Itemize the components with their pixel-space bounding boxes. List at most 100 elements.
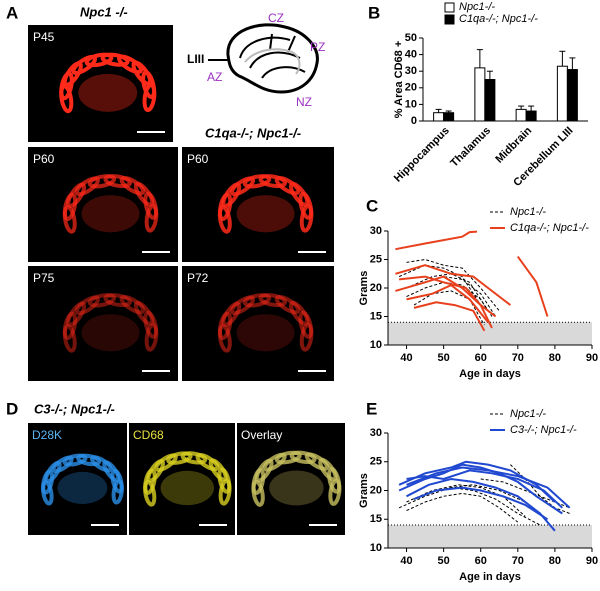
- tissue-lobe: [288, 300, 310, 326]
- series-line: [398, 487, 541, 526]
- panel-label: D: [6, 399, 18, 418]
- tissue-lobe: [144, 322, 159, 352]
- tissue-core: [236, 195, 295, 233]
- micrographs: [28, 25, 345, 535]
- y-tick-label: 0: [411, 115, 417, 127]
- tissue-lobe: [298, 191, 314, 220]
- legend-label: C1qa-/-; Npc1-/-: [510, 222, 589, 234]
- series-line: [406, 484, 526, 517]
- zone-label: PZ: [310, 40, 325, 54]
- tissue-lobe: [166, 451, 193, 465]
- legend-swatch: [444, 2, 455, 13]
- cerebellum-diagram: [208, 23, 319, 94]
- y-axis-label: Grams: [358, 473, 370, 508]
- tissue-lobe: [143, 191, 159, 220]
- tissue-lobe: [87, 174, 117, 189]
- bar: [515, 108, 527, 122]
- y-axis-label: Grams: [358, 271, 370, 306]
- tissue-lobe: [195, 453, 220, 472]
- threshold-region: [388, 322, 592, 345]
- bar: [484, 79, 496, 122]
- tissue-core: [160, 470, 215, 506]
- series-line: [406, 466, 571, 509]
- tissue-lobe: [217, 205, 232, 234]
- image-label: CD68: [133, 428, 164, 442]
- image-label: D28K: [32, 428, 62, 442]
- image-label: Overlay: [241, 428, 282, 442]
- panel-label: B: [368, 3, 380, 22]
- bar: [474, 67, 486, 122]
- series-line: [413, 301, 486, 332]
- tissue-lobe: [62, 205, 77, 234]
- tissue-core: [236, 314, 295, 352]
- tissue-lobe: [218, 478, 232, 506]
- tissue-lobe: [142, 83, 157, 113]
- series-line: [395, 275, 493, 329]
- tissue-lobe: [87, 293, 117, 308]
- zone-label: CZ: [268, 11, 284, 25]
- x-tick-label: Thalamus: [448, 125, 493, 170]
- bar: [556, 65, 568, 122]
- diagram-core: [244, 48, 301, 75]
- legend-label: C3-/-; Npc1-/-: [510, 424, 577, 436]
- tissue-lobe: [59, 84, 74, 114]
- tissue-lobe: [304, 452, 330, 471]
- tissue-lobe: [328, 478, 342, 506]
- tissue-lobe: [62, 453, 88, 467]
- series-line: [398, 264, 482, 306]
- series-line: [406, 477, 556, 532]
- series-line: [395, 230, 478, 251]
- series-line: [398, 275, 497, 318]
- tissue-core: [269, 470, 324, 506]
- tissue-lobe: [133, 181, 155, 207]
- tissue-lobe: [119, 175, 146, 196]
- y-tick-label: 15: [370, 310, 382, 322]
- legend-label: Npc1-/-: [459, 1, 495, 13]
- tissue-lobe: [143, 310, 159, 339]
- y-tick-label: 15: [370, 513, 382, 525]
- x-tick-label: Hippocampus: [392, 125, 452, 185]
- x-axis-label: Age in days: [459, 571, 521, 583]
- panel-title: Npc1 -/-: [80, 4, 128, 19]
- diagram-folds: [239, 33, 306, 79]
- tissue-lobe: [288, 181, 310, 207]
- tissue-lobe: [111, 479, 124, 505]
- bar: [433, 112, 445, 122]
- tissue-lobe: [299, 322, 314, 352]
- tissue-lobe: [76, 453, 102, 467]
- tissue-lobe: [144, 203, 159, 233]
- series-line: [480, 478, 570, 509]
- bar: [443, 112, 455, 122]
- x-tick-label: 80: [549, 555, 561, 567]
- tissue-core: [78, 73, 138, 112]
- x-tick-label: 50: [438, 555, 450, 567]
- panel-label: A: [6, 3, 18, 22]
- tissue-lobe: [62, 324, 77, 353]
- tissue-lobe: [100, 52, 130, 67]
- tissue-lobe: [242, 293, 272, 308]
- panel-title: C3-/-; Npc1-/-: [34, 401, 115, 416]
- image-label: P60: [187, 152, 209, 166]
- series-line: [395, 264, 512, 306]
- tissue-lobe: [84, 52, 114, 68]
- y-tick-label: 25: [370, 456, 382, 468]
- image-label: P72: [187, 271, 209, 285]
- x-tick-label: 40: [400, 352, 412, 364]
- tissue-lobe: [258, 174, 288, 189]
- y-tick-label: 40: [405, 49, 417, 61]
- legend-label: Npc1-/-: [510, 206, 546, 218]
- x-tick-label: 60: [475, 352, 487, 364]
- tissue-lobe: [180, 451, 208, 465]
- tissue-lobe: [62, 311, 78, 340]
- micrograph: [28, 266, 178, 381]
- tissue-lobe: [289, 450, 317, 465]
- x-tick-label: 70: [512, 352, 524, 364]
- tissue-lobe: [258, 293, 288, 308]
- y-tick-label: 10: [370, 339, 382, 351]
- bar: [566, 69, 578, 122]
- layer-label: LIII: [187, 52, 204, 66]
- y-axis-label: % Area CD68 +: [393, 41, 405, 119]
- tissue-core: [81, 195, 140, 233]
- series-line: [516, 256, 549, 317]
